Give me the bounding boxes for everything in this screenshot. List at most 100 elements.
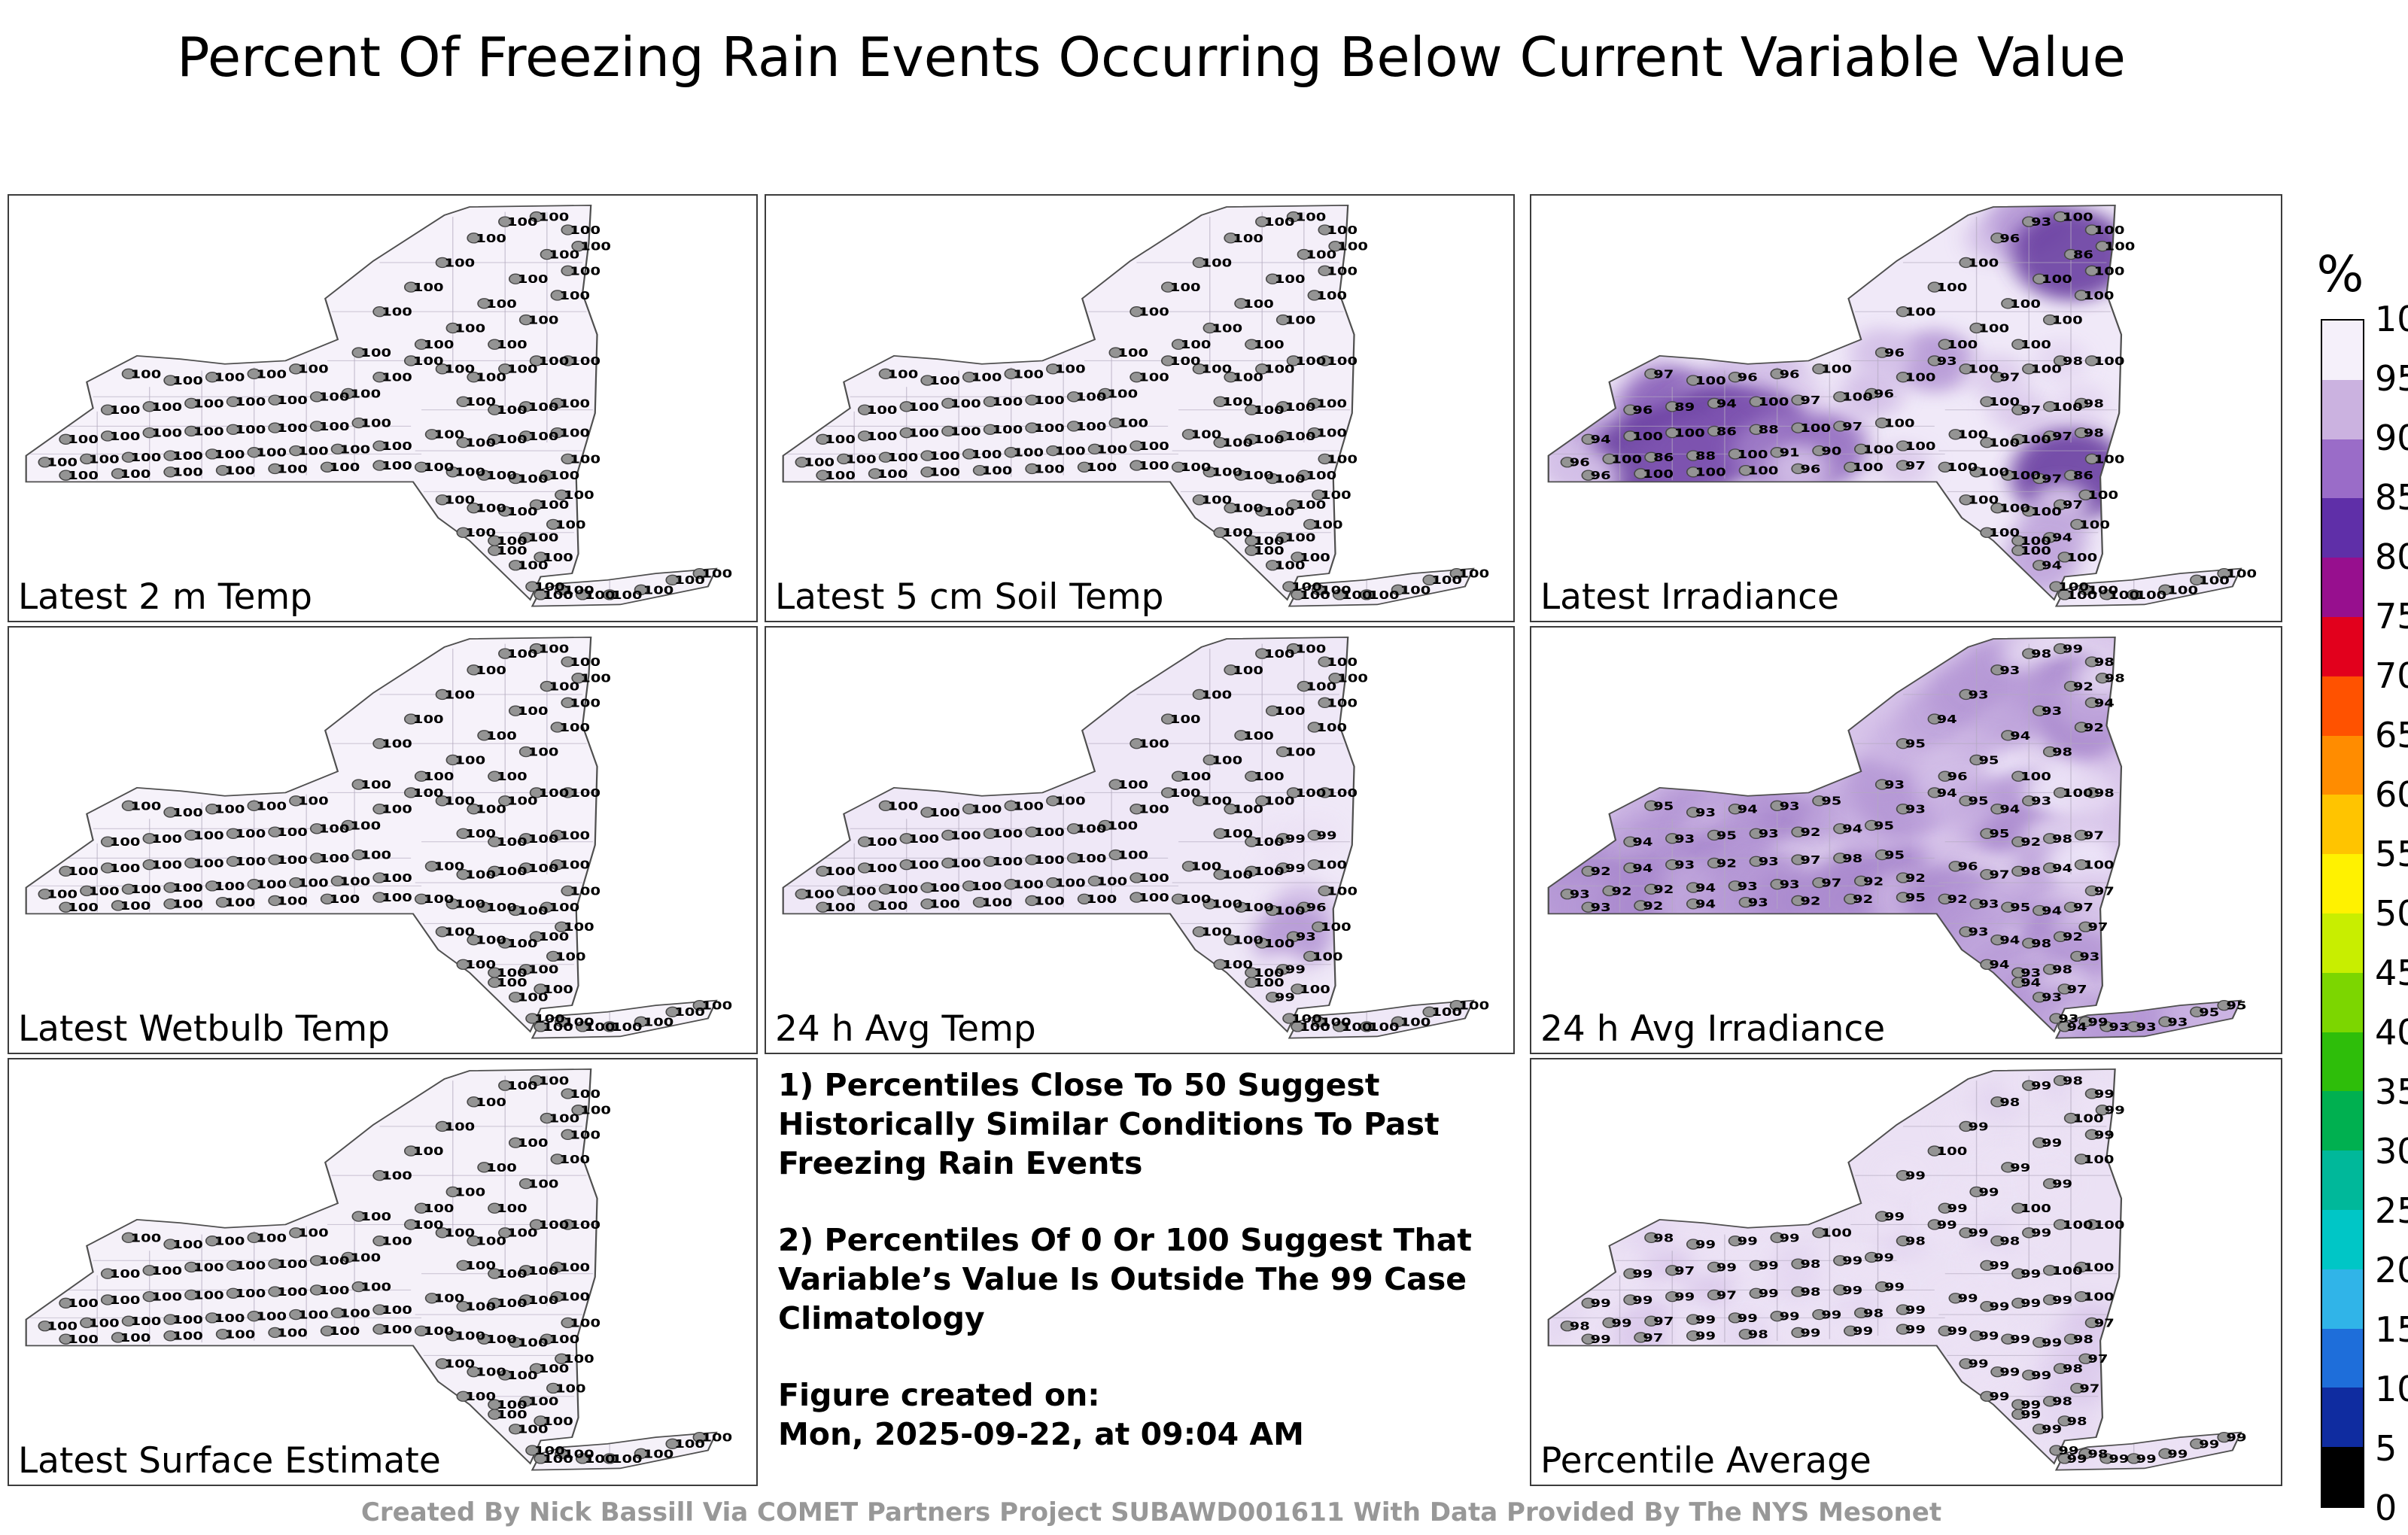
station-marker bbox=[920, 467, 935, 478]
station-marker bbox=[529, 643, 544, 655]
station-marker bbox=[1307, 829, 1321, 841]
ny-state-map: 98 99 99 99 100 99 97 99 99 98 99 99 99 99 97 99 98 99 99 9… bbox=[1536, 1061, 2260, 1483]
station-value: 95 bbox=[1821, 795, 1841, 808]
station-marker bbox=[540, 901, 554, 913]
station-value: 98 bbox=[2063, 1363, 2083, 1375]
station-marker bbox=[1686, 1330, 1701, 1342]
station-marker bbox=[555, 489, 569, 500]
station-marker bbox=[1560, 457, 1575, 468]
station-marker bbox=[1130, 872, 1144, 883]
station-value: 100 bbox=[445, 257, 476, 269]
station-value: 93 bbox=[1748, 897, 1768, 910]
station-marker bbox=[941, 857, 956, 869]
station-value: 100 bbox=[360, 1281, 391, 1293]
station-marker bbox=[268, 854, 282, 865]
station-marker bbox=[561, 265, 575, 277]
station-marker bbox=[1286, 499, 1301, 510]
station-value: 100 bbox=[1317, 859, 1348, 871]
station-value: 100 bbox=[413, 713, 444, 726]
colorbar-tick-label: 90 bbox=[2375, 418, 2408, 458]
station-marker bbox=[1749, 424, 1763, 435]
station-marker bbox=[1245, 339, 1259, 350]
station-marker bbox=[2095, 1105, 2110, 1116]
station-marker bbox=[268, 463, 282, 475]
station-value: 100 bbox=[1034, 895, 1065, 907]
station-marker bbox=[445, 467, 460, 478]
station-value: 100 bbox=[434, 861, 465, 874]
station-value: 100 bbox=[1108, 819, 1139, 832]
station-value: 100 bbox=[298, 1309, 329, 1321]
station-value: 100 bbox=[1400, 1016, 1431, 1029]
station-value: 100 bbox=[1300, 589, 1330, 602]
station-value: 100 bbox=[214, 448, 245, 461]
station-value: 95 bbox=[1905, 892, 1926, 904]
ny-state-map: 100 100 100 100 100 100 100 100 100 100 100 100 100 1… bbox=[14, 197, 735, 619]
station-marker bbox=[2190, 1006, 2204, 1017]
station-marker bbox=[1066, 421, 1081, 432]
station-value: 99 bbox=[1317, 829, 1337, 842]
station-marker bbox=[899, 401, 914, 412]
station-value: 100 bbox=[486, 730, 517, 743]
station-marker bbox=[1130, 440, 1144, 451]
station-value: 100 bbox=[476, 233, 506, 245]
station-value: 100 bbox=[570, 1088, 600, 1101]
station-value: 100 bbox=[1254, 865, 1285, 878]
station-value: 100 bbox=[1611, 453, 1642, 466]
station-marker bbox=[1959, 1120, 1973, 1132]
station-marker bbox=[634, 584, 649, 596]
station-value: 100 bbox=[570, 787, 600, 800]
station-value: 100 bbox=[549, 470, 580, 482]
state-outline bbox=[1547, 204, 2242, 607]
station-value: 100 bbox=[1342, 1021, 1373, 1034]
station-value: 100 bbox=[1300, 1021, 1330, 1034]
station-marker bbox=[2042, 746, 2057, 758]
station-marker bbox=[857, 430, 872, 442]
station-marker bbox=[816, 470, 830, 481]
station-value: 99 bbox=[1674, 1291, 1695, 1304]
station-value: 100 bbox=[120, 1332, 151, 1345]
station-value: 100 bbox=[993, 828, 1023, 840]
station-marker bbox=[456, 1260, 470, 1271]
panel-label: Latest Wetbulb Temp bbox=[18, 1008, 390, 1050]
station-value: 99 bbox=[2020, 1409, 2041, 1421]
station-value: 92 bbox=[1716, 857, 1737, 870]
station-value: 93 bbox=[2042, 705, 2062, 718]
station-value: 100 bbox=[413, 787, 444, 800]
station-value: 100 bbox=[1202, 688, 1233, 701]
station-marker bbox=[184, 1289, 199, 1301]
station-value: 95 bbox=[2199, 1006, 2219, 1019]
colorbar-tick-label: 70 bbox=[2375, 655, 2408, 696]
station-value: 100 bbox=[1327, 656, 1358, 669]
station-marker bbox=[488, 771, 502, 782]
station-value: 93 bbox=[1674, 833, 1695, 846]
station-marker bbox=[2084, 355, 2099, 366]
station-marker bbox=[546, 518, 561, 530]
station-marker bbox=[550, 397, 564, 409]
station-value: 100 bbox=[971, 448, 1002, 461]
station-marker bbox=[488, 1409, 502, 1420]
station-value: 93 bbox=[1978, 898, 1999, 911]
ny-state-map: 100 100 100 100 100 100 100 100 100 100 100 100 100 1… bbox=[771, 197, 1492, 619]
station-marker bbox=[435, 926, 450, 938]
station-marker bbox=[868, 468, 883, 479]
station-marker bbox=[1282, 1013, 1297, 1024]
station-value: 93 bbox=[1905, 804, 1926, 816]
station-value: 100 bbox=[110, 836, 141, 849]
station-value: 100 bbox=[1978, 322, 2009, 335]
station-marker bbox=[665, 1438, 680, 1449]
station-marker bbox=[1171, 339, 1186, 350]
station-value: 100 bbox=[1327, 787, 1358, 800]
station-marker bbox=[561, 1317, 575, 1329]
station-value: 100 bbox=[1181, 771, 1212, 783]
station-marker bbox=[1896, 460, 1911, 471]
station-marker bbox=[1318, 265, 1332, 277]
station-marker bbox=[1707, 1261, 1722, 1273]
station-value: 100 bbox=[1243, 470, 1274, 482]
station-value: 100 bbox=[1034, 394, 1065, 407]
station-value: 99 bbox=[2020, 1268, 2041, 1281]
station-marker bbox=[2011, 1268, 2026, 1279]
station-marker bbox=[1422, 1006, 1437, 1017]
station-value: 99 bbox=[1759, 1260, 1779, 1272]
station-marker bbox=[341, 388, 355, 400]
